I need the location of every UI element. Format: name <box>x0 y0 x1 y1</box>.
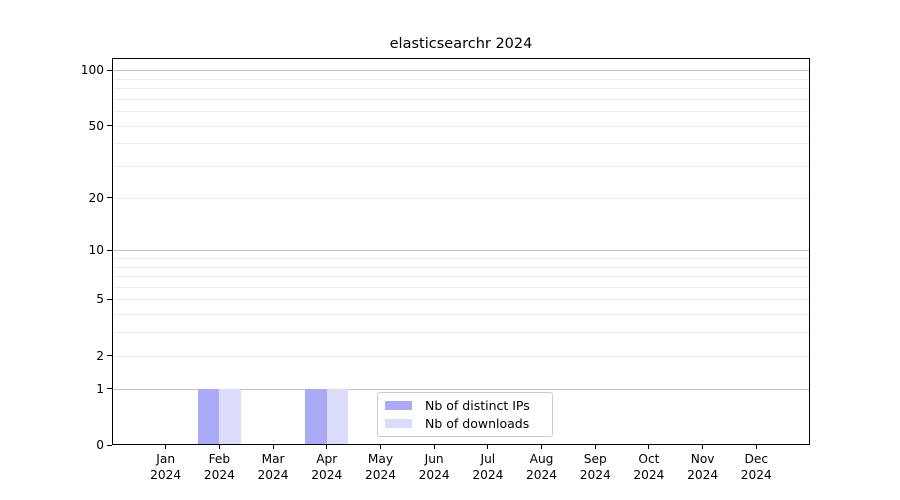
legend-label-downloads: Nb of downloads <box>425 415 530 431</box>
x-tick-label-jun: Jun 2024 <box>418 452 450 482</box>
x-tick-dec <box>755 445 757 449</box>
x-tick-label-feb: Feb 2024 <box>203 452 235 482</box>
gridline-minor-5 <box>113 299 809 301</box>
gridline-minor-6 <box>113 286 809 288</box>
x-tick-sep <box>594 445 596 449</box>
y-tick-label-50: 50 <box>88 118 104 133</box>
legend: Nb of distinct IPs Nb of downloads <box>377 392 553 437</box>
y-tick-label-5: 5 <box>96 292 104 307</box>
gridline-minor-9 <box>113 258 809 259</box>
bar-nb-of-downloads-apr <box>326 388 349 444</box>
bar-nb-of-distinct-ips-feb <box>197 388 220 444</box>
x-tick-label-aug: Aug 2024 <box>526 452 558 482</box>
legend-label-distinct-ips: Nb of distinct IPs <box>425 398 530 414</box>
y-tick-50 <box>107 125 112 127</box>
gridline-minor-2 <box>113 355 809 357</box>
x-tick-mar <box>272 445 274 449</box>
x-tick-nov <box>702 445 704 449</box>
x-tick-apr <box>326 445 328 449</box>
gridline-minor-40 <box>113 143 809 145</box>
x-tick-label-nov: Nov 2024 <box>687 452 719 482</box>
x-tick-label-jan: Jan 2024 <box>150 452 182 482</box>
x-tick-may <box>379 445 381 449</box>
bar-nb-of-distinct-ips-apr <box>305 388 327 444</box>
x-tick-label-may: May 2024 <box>364 452 396 482</box>
legend-entry-downloads: Nb of downloads <box>385 415 544 433</box>
gridline-minor-50 <box>113 125 809 127</box>
gridline-major-1 <box>113 388 809 390</box>
y-tick-label-0: 0 <box>96 437 104 452</box>
x-tick-oct <box>648 445 650 449</box>
y-tick-label-10: 10 <box>88 243 104 258</box>
gridline-minor-20 <box>113 197 809 199</box>
gridline-minor-7 <box>113 276 809 278</box>
x-tick-jan <box>165 445 167 449</box>
gridline-minor-80 <box>113 88 809 90</box>
x-tick-jul <box>487 445 489 449</box>
plot-area <box>112 58 810 445</box>
y-tick-label-1: 1 <box>96 381 104 396</box>
x-tick-label-apr: Apr 2024 <box>311 452 343 482</box>
x-tick-label-oct: Oct 2024 <box>633 452 665 482</box>
x-tick-aug <box>541 445 543 449</box>
y-tick-0 <box>107 444 112 446</box>
y-tick-100 <box>107 69 112 71</box>
x-tick-feb <box>218 445 220 449</box>
gridline-minor-4 <box>113 314 809 316</box>
x-tick-label-dec: Dec 2024 <box>740 452 772 482</box>
y-tick-2 <box>107 355 112 357</box>
gridline-minor-8 <box>113 266 809 268</box>
gridline-major-100 <box>113 70 809 72</box>
gridline-minor-90 <box>113 78 809 80</box>
y-tick-label-100: 100 <box>80 63 104 78</box>
y-tick-1 <box>107 388 112 390</box>
legend-entry-distinct-ips: Nb of distinct IPs <box>385 397 544 415</box>
y-tick-label-20: 20 <box>88 190 104 205</box>
gridline-major-10 <box>113 250 809 252</box>
x-tick-jun <box>433 445 435 449</box>
y-tick-label-2: 2 <box>96 348 104 363</box>
y-tick-20 <box>107 197 112 199</box>
x-tick-label-mar: Mar 2024 <box>257 452 289 482</box>
x-tick-label-sep: Sep 2024 <box>579 452 611 482</box>
legend-swatch-distinct-ips <box>385 401 412 411</box>
bar-nb-of-downloads-feb <box>219 388 241 444</box>
legend-swatch-downloads <box>385 418 412 428</box>
gridline-minor-3 <box>113 332 809 334</box>
y-tick-10 <box>107 249 112 251</box>
chart-title: elasticsearchr 2024 <box>389 36 533 52</box>
x-tick-label-jul: Jul 2024 <box>472 452 504 482</box>
gridline-minor-30 <box>113 166 809 168</box>
gridline-minor-60 <box>113 111 809 113</box>
gridline-minor-70 <box>113 98 809 100</box>
y-tick-5 <box>107 298 112 300</box>
